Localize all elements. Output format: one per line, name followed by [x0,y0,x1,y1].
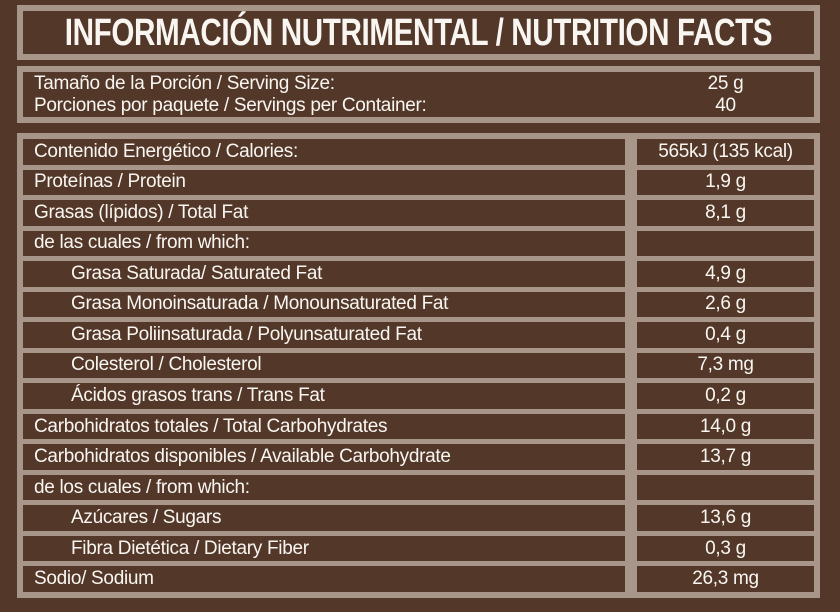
header-panel: INFORMACIÓN NUTRIMENTAL / NUTRITION FACT… [17,5,820,60]
table-row: Grasa Poliinsaturada / Polyunsaturated F… [23,322,814,348]
nutrient-value: 8,1 g [637,200,814,226]
nutrient-label: Azúcares / Sugars [23,505,625,531]
table-row: Grasa Saturada/ Saturated Fat 4,9 g [23,261,814,287]
nutrient-label: Grasas (lípidos) / Total Fat [23,200,625,226]
nutrient-value: 0,4 g [637,322,814,348]
nutrient-label: Fibra Dietética / Dietary Fiber [23,535,625,562]
nutrient-value: 0,3 g [637,535,814,562]
serving-row-label: Tamaño de la Porción / Serving Size: [34,72,335,94]
serving-row-label: Porciones por paquete / Servings per Con… [34,94,427,116]
nutrient-label: de las cuales / from which: [23,230,625,257]
table-row: Proteínas / Protein 1,9 g [23,169,814,196]
page-title: INFORMACIÓN NUTRIMENTAL / NUTRITION FACT… [64,12,773,54]
nutrient-label: Carbohidratos totales / Total Carbohydra… [23,413,625,440]
nutrient-label: Grasa Saturada/ Saturated Fat [23,261,625,287]
nutrition-table: Contenido Energético / Calories: 565kJ (1… [17,133,820,598]
nutrient-value: 0,2 g [637,383,814,409]
nutrient-value: 13,7 g [637,444,814,470]
nutrient-label: Colesterol / Cholesterol [23,352,625,379]
table-row: Carbohidratos totales / Total Carbohydra… [23,413,814,440]
table-row: Contenido Energético / Calories: 565kJ (1… [23,139,814,165]
table-row: Grasas (lípidos) / Total Fat 8,1 g [23,200,814,226]
table-row: Fibra Dietética / Dietary Fiber 0,3 g [23,535,814,562]
nutrient-value: 4,9 g [637,261,814,287]
table-row: Carbohidratos disponibles / Available Ca… [23,444,814,470]
nutrient-value: 13,6 g [637,505,814,531]
table-row: Grasa Monoinsaturada / Monounsaturated F… [23,291,814,318]
nutrient-value: 14,0 g [637,413,814,440]
table-row: de las cuales / from which: [23,230,814,257]
serving-row: Tamaño de la Porción / Serving Size: 25 g [23,73,814,95]
table-row: Sodio/ Sodium 26,3 mg [23,566,814,592]
nutrient-label: Grasa Poliinsaturada / Polyunsaturated F… [23,322,625,348]
nutrient-label: Contenido Energético / Calories: [23,139,625,165]
nutrient-label: Proteínas / Protein [23,169,625,196]
serving-row-value: 40 [715,94,736,116]
nutrient-label: Carbohidratos disponibles / Available Ca… [23,444,625,470]
nutrient-value: 565kJ (135 kcal) [637,139,814,165]
nutrient-value: 2,6 g [637,291,814,318]
nutrient-value: 1,9 g [637,169,814,196]
serving-row: Porciones por paquete / Servings per Con… [23,95,814,117]
table-row: Ácidos grasos trans / Trans Fat 0,2 g [23,383,814,409]
nutrient-value [637,474,814,501]
table-row: Azúcares / Sugars 13,6 g [23,505,814,531]
nutrient-label: Grasa Monoinsaturada / Monounsaturated F… [23,291,625,318]
nutrient-value [637,230,814,257]
nutrient-value: 7,3 mg [637,352,814,379]
nutrient-value: 26,3 mg [637,566,814,592]
nutrient-label: Ácidos grasos trans / Trans Fat [23,383,625,409]
table-row: de los cuales / from which: [23,474,814,501]
nutrient-label: Sodio/ Sodium [23,566,625,592]
serving-panel: Tamaño de la Porción / Serving Size: 25 g… [17,66,820,123]
serving-row-value: 25 g [707,72,744,94]
table-row: Colesterol / Cholesterol 7,3 mg [23,352,814,379]
nutrient-label: de los cuales / from which: [23,474,625,501]
